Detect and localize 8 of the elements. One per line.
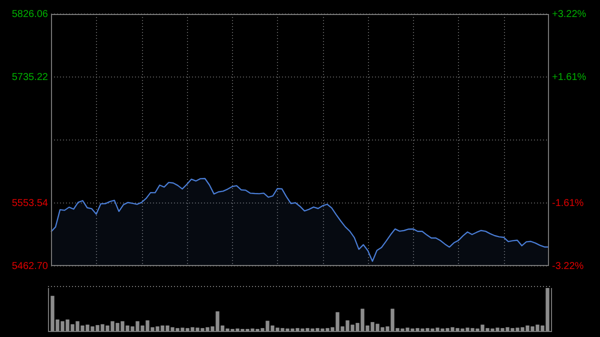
y-tick-label: 5826.06 [12, 8, 48, 20]
y-tick-label: 5735.22 [12, 72, 48, 83]
y2-tick-label: +3.22% [552, 8, 586, 20]
y2-tick-label: -1.61% [552, 198, 584, 209]
y2-tick-label: +1.61% [552, 72, 586, 83]
y-tick-label: 5553.54 [12, 198, 48, 209]
y-tick-label: 5462.70 [12, 260, 48, 272]
y2-tick-label: -3.22% [552, 260, 584, 272]
